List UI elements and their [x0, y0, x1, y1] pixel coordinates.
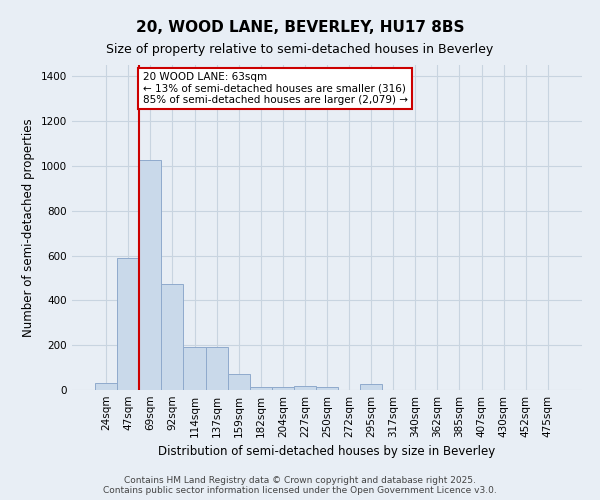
- Bar: [117, 258, 139, 390]
- Text: 20 WOOD LANE: 63sqm
← 13% of semi-detached houses are smaller (316)
85% of semi-: 20 WOOD LANE: 63sqm ← 13% of semi-detach…: [143, 72, 407, 105]
- Bar: [250, 386, 272, 390]
- X-axis label: Distribution of semi-detached houses by size in Beverley: Distribution of semi-detached houses by …: [158, 446, 496, 458]
- Bar: [360, 384, 382, 390]
- Bar: [316, 386, 338, 390]
- Bar: [272, 386, 294, 390]
- Y-axis label: Number of semi-detached properties: Number of semi-detached properties: [22, 118, 35, 337]
- Text: 20, WOOD LANE, BEVERLEY, HU17 8BS: 20, WOOD LANE, BEVERLEY, HU17 8BS: [136, 20, 464, 35]
- Bar: [206, 348, 227, 390]
- Bar: [227, 374, 250, 390]
- Bar: [294, 386, 316, 390]
- Text: Size of property relative to semi-detached houses in Beverley: Size of property relative to semi-detach…: [106, 42, 494, 56]
- Bar: [95, 384, 117, 390]
- Bar: [161, 284, 184, 390]
- Bar: [139, 160, 161, 390]
- Text: Contains HM Land Registry data © Crown copyright and database right 2025.
Contai: Contains HM Land Registry data © Crown c…: [103, 476, 497, 495]
- Bar: [184, 348, 206, 390]
